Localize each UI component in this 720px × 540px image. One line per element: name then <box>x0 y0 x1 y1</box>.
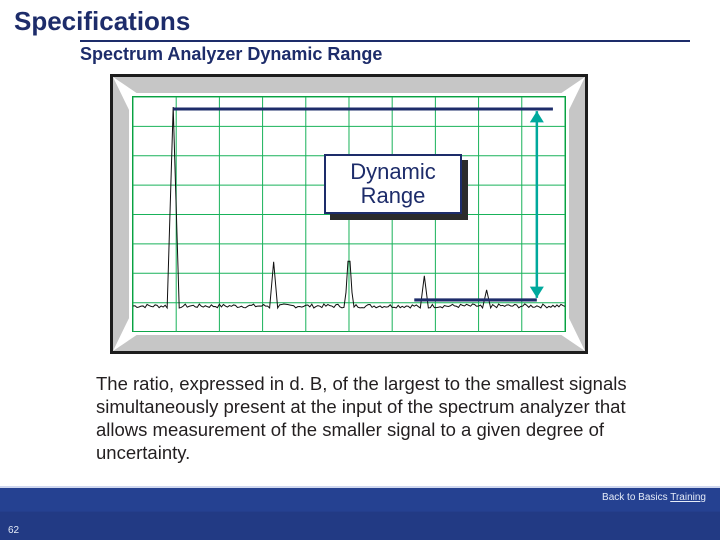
label-line2: Range <box>344 184 442 208</box>
page-number: 62 <box>8 525 19 536</box>
label-front: Dynamic Range <box>324 154 462 214</box>
page-subtitle: Spectrum Analyzer Dynamic Range <box>80 44 382 65</box>
footer-link-underlined: Training <box>670 492 706 503</box>
label-line1: Dynamic <box>344 160 442 184</box>
dynamic-range-label-card: Dynamic Range <box>324 154 462 214</box>
bezel-top <box>113 77 585 93</box>
body-paragraph: The ratio, expressed in d. B, of the lar… <box>96 372 636 465</box>
bezel-right <box>569 77 585 351</box>
spectrum-figure: Dynamic Range <box>110 74 588 354</box>
title-underline <box>80 40 690 42</box>
page-title: Specifications <box>14 6 190 37</box>
footer-link-text: Back to Basics <box>602 492 670 503</box>
footer-bar: Back to Basics Training 62 <box>0 486 720 540</box>
bezel-left <box>113 77 129 351</box>
bezel-bottom <box>113 335 585 351</box>
footer-link[interactable]: Back to Basics Training <box>602 492 706 503</box>
